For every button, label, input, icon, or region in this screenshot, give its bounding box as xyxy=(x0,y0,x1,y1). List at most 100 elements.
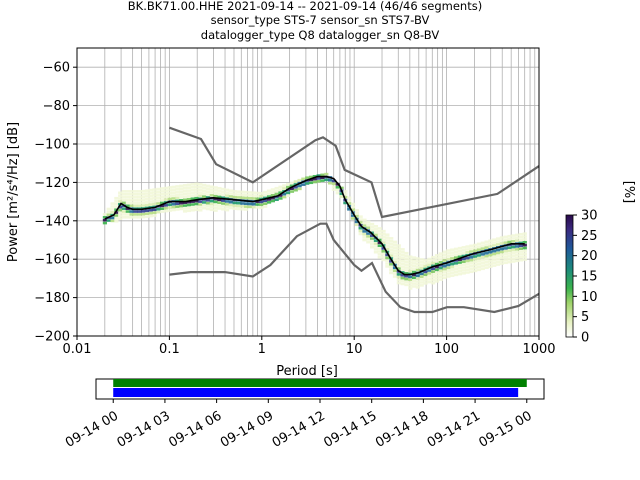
psd-density-cell xyxy=(350,214,356,217)
psd-density-cell xyxy=(224,194,230,197)
psd-density-cell xyxy=(137,216,142,219)
psd-density-cell xyxy=(354,220,359,224)
psd-density-cell xyxy=(289,184,295,188)
colorbar-tick-label: 30 xyxy=(581,209,598,224)
psd-density-cell xyxy=(484,263,489,267)
psd-density-cell xyxy=(373,250,379,254)
psd-density-cell xyxy=(125,210,130,213)
psd-density-cell xyxy=(133,190,138,193)
psd-density-cell xyxy=(163,204,169,207)
psd-density-cell xyxy=(396,255,401,259)
psd-density-cell xyxy=(148,197,153,201)
psd-density-cell xyxy=(186,203,191,207)
psd-density-cell xyxy=(469,258,474,262)
psd-density-cell xyxy=(480,247,485,250)
psd-density-cell xyxy=(446,263,451,267)
psd-density-cell xyxy=(389,271,394,275)
psd-density-cell xyxy=(259,203,264,207)
psd-density-cell xyxy=(400,250,405,254)
psd-density-cell xyxy=(373,230,379,234)
psd-density-cell xyxy=(392,252,398,255)
psd-density-cell xyxy=(190,191,195,195)
psd-density-cell xyxy=(522,238,527,241)
psd-density-cell xyxy=(423,259,428,262)
psd-density-cell xyxy=(411,256,417,259)
psd-density-cell xyxy=(411,270,417,274)
psd-density-cell xyxy=(511,234,516,237)
psd-density-cell xyxy=(499,250,504,254)
psd-density-cell xyxy=(205,199,211,202)
psd-density-cell xyxy=(518,238,524,242)
psd-density-cell xyxy=(236,196,241,199)
psd-density-cell xyxy=(205,184,211,188)
psd-density-cell xyxy=(469,267,474,271)
psd-density-cell xyxy=(396,247,401,250)
psd-density-cell xyxy=(389,242,394,246)
psd-density-cell xyxy=(106,207,111,211)
psd-density-cell xyxy=(194,196,199,200)
psd-density-cell xyxy=(404,266,409,269)
psd-density-cell xyxy=(381,258,386,262)
psd-density-cell xyxy=(385,247,390,251)
psd-density-cell xyxy=(179,204,184,208)
psd-density-cell xyxy=(217,198,222,202)
psd-density-cell xyxy=(370,225,375,229)
psd-density-cell xyxy=(522,252,527,256)
psd-density-cell xyxy=(209,185,214,189)
colorbar-tick-label: 5 xyxy=(581,310,589,325)
psd-density-cell xyxy=(480,258,485,262)
psd-density-cell xyxy=(133,213,138,216)
psd-density-cell xyxy=(140,195,146,199)
psd-density-cell xyxy=(182,195,188,199)
psd-density-cell xyxy=(492,249,497,253)
psd-density-cell xyxy=(434,259,440,263)
psd-density-cell xyxy=(431,276,436,279)
psd-density-cell xyxy=(179,207,184,211)
psd-density-cell xyxy=(404,257,409,261)
psd-density-cell xyxy=(347,196,352,200)
psd-density-cell xyxy=(163,209,169,213)
psd-density-cell xyxy=(140,189,146,193)
psd-density-cell xyxy=(213,189,218,192)
psd-density-cell xyxy=(469,270,474,274)
psd-density-cell xyxy=(366,223,371,227)
psd-density-cell xyxy=(247,205,253,209)
psd-density-cell xyxy=(507,260,512,264)
psd-density-cell xyxy=(114,211,119,214)
psd-density-cell xyxy=(511,245,516,249)
psd-density-cell xyxy=(431,258,436,262)
psd-density-cell xyxy=(408,258,413,261)
psd-density-cell xyxy=(434,271,440,275)
psd-density-cell xyxy=(385,242,390,245)
psd-density-cell xyxy=(121,192,127,196)
psd-density-cell xyxy=(316,177,321,180)
psd-density-cell xyxy=(160,190,165,193)
psd-density-cell xyxy=(247,196,253,200)
psd-density-cell xyxy=(171,205,176,209)
psd-density-cell xyxy=(396,261,401,265)
psd-density-cell xyxy=(163,192,169,196)
psd-density-cell xyxy=(377,255,382,259)
coverage-tick-label: 09-14 12 xyxy=(270,409,328,451)
psd-density-cell xyxy=(182,207,188,210)
psd-density-cell xyxy=(461,248,466,252)
psd-density-cell xyxy=(205,196,211,199)
psd-density-cell xyxy=(102,218,108,222)
psd-density-cell xyxy=(358,221,363,224)
colorbar-gradient xyxy=(565,214,574,338)
psd-density-cell xyxy=(251,205,256,209)
psd-density-cell xyxy=(385,253,390,257)
psd-density-cell xyxy=(453,267,459,271)
psd-density-cell xyxy=(106,210,111,214)
psd-density-cell xyxy=(240,193,245,197)
psd-density-cell xyxy=(465,271,470,274)
psd-density-cell xyxy=(129,216,134,219)
psd-density-cell xyxy=(186,183,191,187)
psd-density-cell xyxy=(488,250,493,254)
psd-density-cell xyxy=(125,190,130,193)
psd-density-cell xyxy=(423,261,428,265)
psd-density-cell xyxy=(385,262,390,265)
psd-density-cell xyxy=(404,272,409,275)
psd-density-cell xyxy=(217,204,222,207)
psd-density-cell xyxy=(350,217,356,220)
